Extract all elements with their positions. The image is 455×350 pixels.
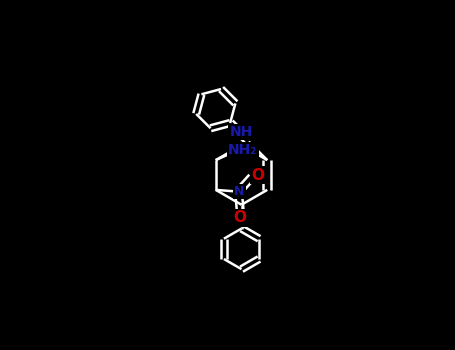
Text: N: N: [234, 185, 245, 198]
Text: NH₂: NH₂: [228, 143, 258, 157]
Text: NH: NH: [230, 125, 253, 139]
Text: O: O: [234, 210, 247, 225]
Text: O: O: [251, 168, 264, 183]
Text: N: N: [234, 185, 245, 198]
Text: O: O: [251, 168, 264, 183]
Text: NH: NH: [230, 125, 253, 139]
Text: NH₂: NH₂: [228, 143, 258, 157]
Text: O: O: [234, 210, 247, 225]
